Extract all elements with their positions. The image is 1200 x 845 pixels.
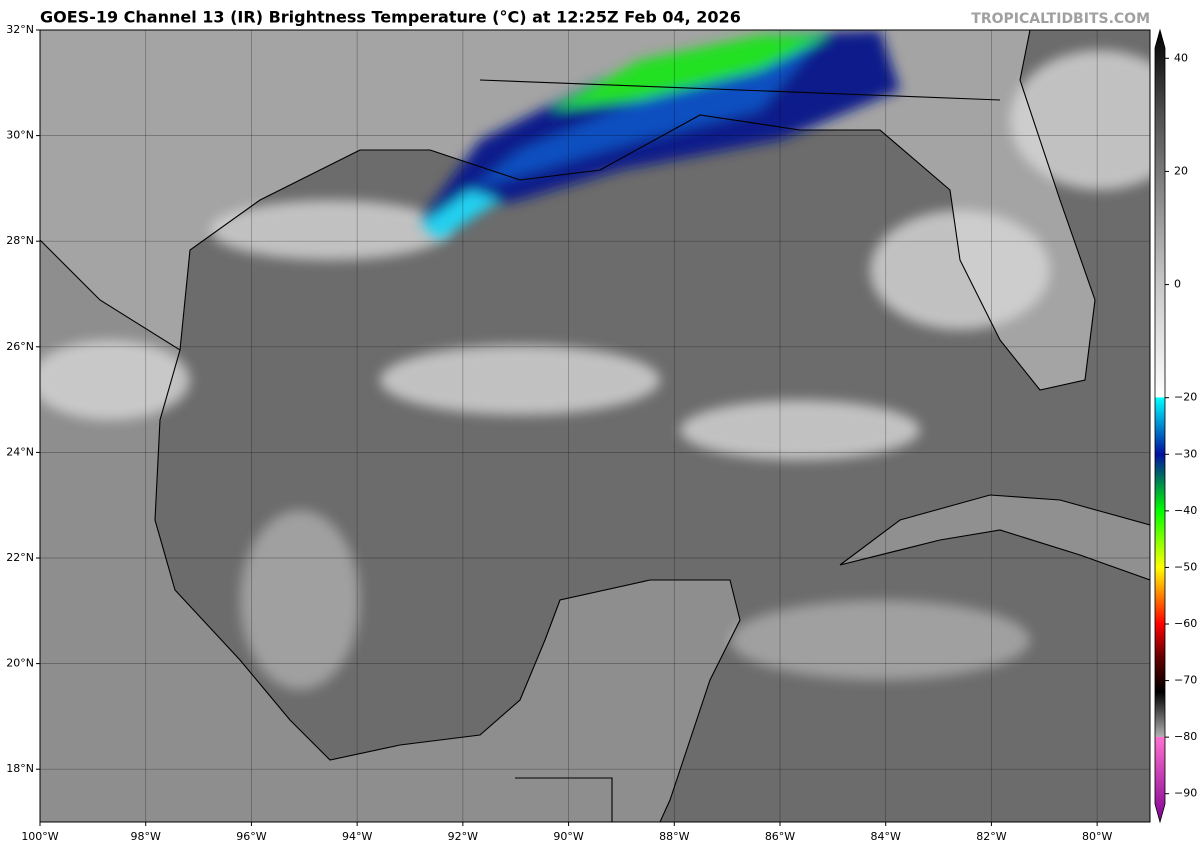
lon-tick-label: 88°W [659, 830, 689, 843]
lat-tick-label: 18°N [6, 762, 34, 775]
colorbar-tick-label: 40 [1174, 51, 1188, 64]
lat-tick-label: 26°N [6, 340, 34, 353]
title: GOES-19 Channel 13 (IR) Brightness Tempe… [40, 8, 741, 27]
lon-tick-label: 94°W [342, 830, 372, 843]
lon-tick-label: 100°W [21, 830, 58, 843]
lat-tick-label: 22°N [6, 551, 34, 564]
source: TROPICALTIDBITS.COM [971, 11, 1150, 27]
colorbar-tick-label: −50 [1174, 560, 1197, 573]
colorbar-tick-label: −30 [1174, 447, 1197, 460]
colorbar-tick-label: −20 [1174, 391, 1197, 404]
lon-tick-label: 92°W [448, 830, 478, 843]
lon-tick-label: 84°W [871, 830, 901, 843]
map-image [40, 30, 1150, 822]
lon-tick-label: 80°W [1082, 830, 1112, 843]
lat-tick-label: 24°N [6, 445, 34, 458]
map-frame [39, 29, 1151, 823]
lon-tick-label: 96°W [236, 830, 266, 843]
colorbar-tick-label: 20 [1174, 164, 1188, 177]
lon-tick-label: 82°W [976, 830, 1006, 843]
colorbar-tick-label: 0 [1174, 278, 1181, 291]
colorbar-tick-label: −90 [1174, 787, 1197, 800]
lat-tick-label: 32°N [6, 23, 34, 36]
colorbar [1154, 28, 1166, 824]
lat-tick-label: 30°N [6, 129, 34, 142]
colorbar-tick-label: −80 [1174, 730, 1197, 743]
lon-tick-label: 98°W [131, 830, 161, 843]
lon-tick-label: 90°W [553, 830, 583, 843]
colorbar-tick-label: −70 [1174, 674, 1197, 687]
lat-tick-label: 28°N [6, 234, 34, 247]
lon-tick-label: 86°W [765, 830, 795, 843]
colorbar-tick-label: −40 [1174, 504, 1197, 517]
colorbar-tick-label: −60 [1174, 617, 1197, 630]
lat-tick-label: 20°N [6, 657, 34, 670]
